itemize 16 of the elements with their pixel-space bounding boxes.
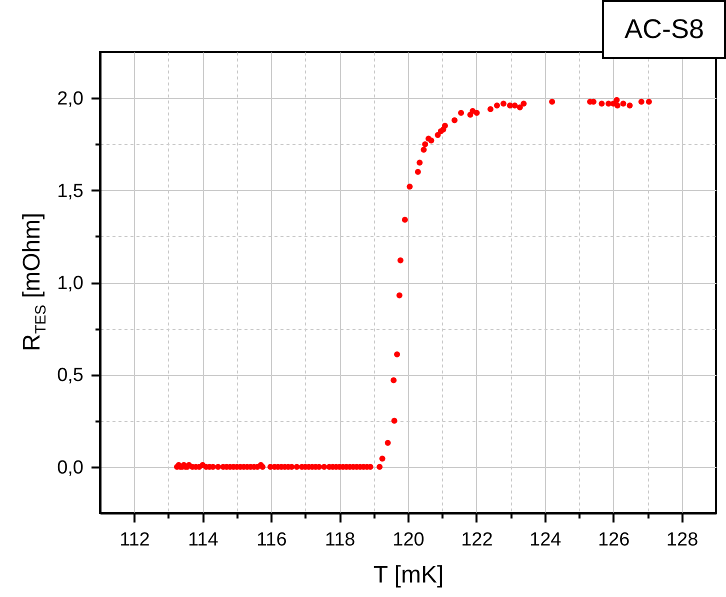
x-tick-label: 126	[598, 530, 630, 550]
x-tick-label: 116	[256, 530, 287, 550]
x-tick-label: 114	[188, 530, 219, 550]
x-tick-label: 118	[324, 530, 356, 550]
y-tick-label: 0,5	[57, 365, 84, 386]
y-tick-label: 1,5	[57, 180, 84, 202]
x-tick-label: 120	[392, 530, 424, 550]
x-tick-label: 112	[120, 530, 150, 550]
x-tick-label: 122	[461, 530, 493, 550]
text: AC-S8	[602, 0, 726, 59]
x-axis-title: T [mK]	[373, 562, 444, 588]
y-tick-label: 2,0	[57, 88, 84, 110]
x-tick-label: 124	[530, 530, 562, 550]
y-tick-label: 0,0	[57, 457, 84, 478]
x-tick-label: 128	[666, 530, 698, 550]
y-tick-label: 1,0	[57, 273, 84, 294]
